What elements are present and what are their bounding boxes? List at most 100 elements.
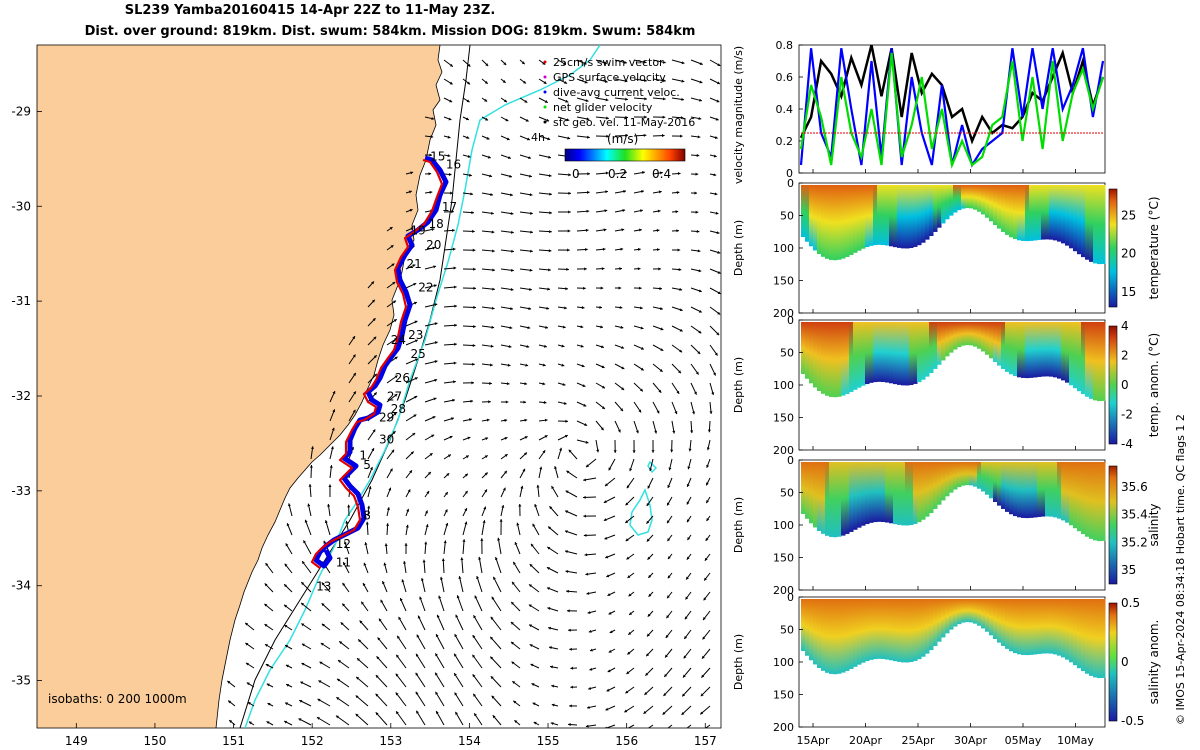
section-depth-column	[1101, 462, 1106, 541]
velocity-y-tick-label: 0.8	[776, 39, 794, 52]
track-day-label: 17	[442, 200, 457, 214]
map-x-tick-label: 152	[301, 734, 324, 748]
geo-velocity-arrow	[576, 286, 586, 290]
geo-velocity-arrow	[690, 153, 700, 157]
geo-velocity-arrow	[454, 633, 464, 650]
geo-velocity-arrow	[652, 401, 660, 414]
geo-velocity-arrow	[329, 409, 336, 422]
geo-velocity-arrow	[671, 401, 678, 415]
geo-velocity-arrow	[568, 723, 578, 727]
geo-velocity-arrow	[576, 325, 584, 329]
geo-velocity-arrow	[663, 686, 673, 697]
section-depth-column	[1081, 462, 1086, 535]
section-depth-column	[901, 462, 906, 526]
geo-velocity-arrow	[500, 135, 510, 141]
section-depth-column	[821, 599, 826, 671]
section-depth-column	[1041, 322, 1046, 377]
geo-velocity-arrow	[327, 503, 331, 517]
section-depth-column	[1081, 322, 1086, 395]
geo-velocity-arrow	[462, 135, 470, 139]
geo-velocity-arrow	[481, 455, 488, 460]
section-colorbar-tick: -4	[1121, 437, 1133, 451]
geo-velocity-arrow	[614, 97, 628, 101]
geo-velocity-arrow	[443, 454, 452, 460]
velocity-series-green	[799, 52, 1105, 169]
figure-title-line2: Dist. over ground: 819km. Dist. swum: 58…	[84, 24, 696, 39]
track-day-label: 16	[446, 157, 461, 171]
geo-velocity-arrow	[709, 363, 717, 376]
geo-velocity-arrow	[367, 317, 376, 327]
section-depth-column	[1029, 599, 1034, 655]
geo-velocity-arrow	[519, 306, 532, 311]
geo-velocity-arrow	[629, 458, 635, 472]
geo-velocity-arrow	[307, 503, 312, 517]
geo-velocity-arrow	[310, 446, 314, 460]
geo-velocity-arrow	[690, 363, 699, 375]
section-depth-column	[1073, 322, 1078, 389]
geo-velocity-arrow	[538, 249, 552, 253]
section-depth-column	[1057, 599, 1062, 656]
geo-velocity-arrow	[519, 154, 532, 160]
geo-velocity-arrow	[424, 284, 437, 289]
geo-velocity-arrow	[301, 623, 312, 631]
section-depth-column	[1081, 185, 1086, 258]
track-day-label: 13	[316, 579, 331, 593]
colorbar-tick-0-2: 0.2	[608, 167, 627, 181]
geo-velocity-arrow	[528, 604, 540, 612]
track-day-label: 8	[363, 508, 371, 522]
section-depth-column	[885, 185, 890, 246]
section-y-tick-label: 0	[787, 314, 794, 327]
section-depth-column	[941, 462, 946, 501]
section-depth-column	[989, 322, 994, 359]
geo-velocity-arrow	[443, 323, 457, 327]
geo-velocity-arrow	[500, 211, 514, 216]
section-depth-column	[989, 462, 994, 499]
section-depth-column	[925, 599, 930, 654]
geo-velocity-arrow	[681, 686, 692, 697]
section-ylabel: Depth (m)	[732, 357, 745, 413]
geo-velocity-arrow	[709, 135, 718, 139]
land-mass	[37, 45, 443, 728]
geo-velocity-arrow	[519, 382, 528, 386]
section-ylabel: Depth (m)	[732, 497, 745, 553]
geo-velocity-arrow	[568, 628, 578, 632]
section-depth-column	[961, 185, 966, 209]
section-depth-column	[1017, 599, 1022, 655]
section-depth-column	[805, 599, 810, 656]
map-axis-ticks: 149 150 151 152 153 154 155 156 157-29-30-31-32-…	[11, 104, 716, 748]
geo-velocity-arrow	[380, 599, 388, 612]
legend-gps-velocity: GPS surface velocity	[553, 71, 666, 84]
geo-velocity-arrow	[386, 244, 394, 251]
geo-velocity-arrow	[557, 419, 568, 423]
geo-velocity-arrow	[583, 533, 597, 537]
section-y-tick-label: 200	[773, 721, 794, 734]
geo-velocity-arrow	[386, 226, 393, 232]
geo-velocity-arrow	[489, 636, 502, 650]
geo-velocity-arrow	[265, 562, 274, 574]
section-depth-column	[861, 462, 866, 526]
section-colorbar-label: temperature (°C)	[1147, 197, 1161, 300]
geo-velocity-arrow	[519, 116, 529, 122]
section-depth-column	[805, 322, 810, 379]
geo-velocity-arrow	[462, 305, 476, 309]
geo-velocity-arrow	[500, 325, 513, 330]
section-depth-column	[1005, 462, 1010, 512]
section-depth-column	[841, 185, 846, 259]
map-y-tick-label: -30	[11, 199, 31, 213]
section-depth-column	[873, 599, 878, 660]
section-depth-column	[949, 185, 954, 216]
geo-velocity-arrow	[652, 287, 663, 291]
geo-velocity-arrow	[424, 524, 429, 536]
geo-velocity-arrow	[298, 718, 312, 726]
velocity-y-tick-label: 0.2	[776, 135, 794, 148]
section-depth-column	[1061, 185, 1066, 244]
geo-velocity-arrow	[666, 496, 673, 506]
section-depth-column	[985, 185, 990, 218]
section-depth-column	[993, 462, 998, 502]
geo-velocity-arrow	[227, 700, 236, 707]
geo-velocity-arrow	[424, 303, 438, 308]
section-depth-column	[821, 185, 826, 257]
geo-velocity-arrow	[647, 724, 654, 728]
legend-swim-vector: 25cm/s swim vector	[553, 56, 664, 69]
geo-velocity-arrow	[707, 420, 711, 433]
